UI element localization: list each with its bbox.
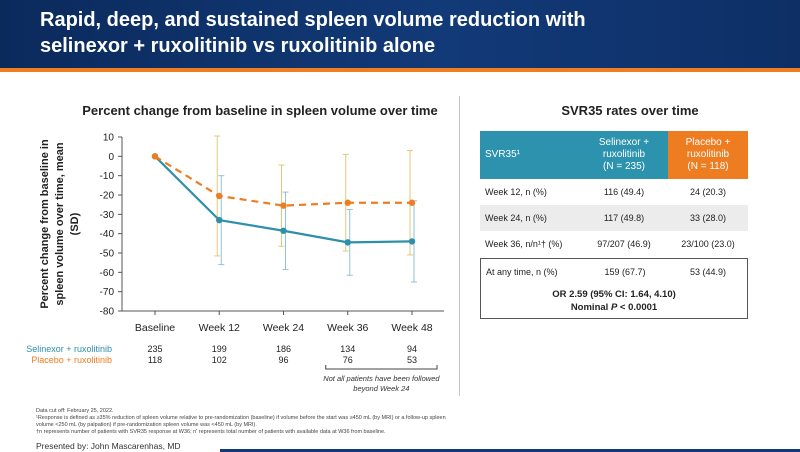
annotation-bracket: [325, 365, 438, 370]
bottom-accent-bar: [220, 449, 800, 452]
table-row-week12: Week 12, n (%) 116 (49.4) 24 (20.3): [480, 179, 748, 205]
footnote-response-definition: ¹Response is defined as ≥35% reduction o…: [36, 415, 446, 421]
row-label: Week 36, n/n¹† (%): [485, 239, 563, 249]
slide-title-line-2: selinexor + ruxolitinib vs ruxolitinib a…: [40, 35, 436, 57]
table-header-selinexor: Selinexor + ruxolitinib (N = 235): [580, 131, 668, 179]
table-header-svr35: SVR35¹: [480, 131, 580, 179]
y-tick-label: -50: [100, 249, 115, 260]
data-point: [216, 216, 223, 224]
odds-ratio-text: OR 2.59 (95% CI: 1.64, 4.10): [552, 289, 676, 300]
row-value-selinexor: 116 (49.4): [603, 187, 645, 197]
table-row-week24: Week 24, n (%) 117 (49.8) 33 (28.0): [480, 205, 748, 231]
row-value-selinexor: 117 (49.8): [603, 213, 645, 223]
data-point: [280, 227, 287, 234]
n-at-risk-value: 96: [278, 355, 288, 365]
n-row-label: Selinexor + ruxolitinib: [26, 344, 112, 354]
header-selinexor-line3: (N = 235): [603, 161, 645, 172]
n-at-risk-value: 186: [276, 344, 291, 354]
n-at-risk-value: 199: [212, 344, 227, 354]
row-value-placebo: 23/100 (23.0): [681, 239, 735, 249]
x-tick-label: Week 36: [327, 322, 368, 334]
row-value-placebo: 24 (20.3): [689, 187, 727, 197]
y-tick-label: -30: [100, 210, 115, 221]
data-point: [344, 199, 351, 206]
header-placebo-line3: (N = 118): [687, 161, 729, 172]
x-tick-label: Baseline: [135, 322, 175, 334]
row-value-placebo: 53 (44.9): [689, 267, 727, 277]
p-value-prefix: Nominal: [570, 302, 611, 313]
header-selinexor-line2: ruxolitinib: [602, 149, 646, 160]
footnote-response-definition-cont: volume <250 mL (by palpation) if pre-ran…: [36, 422, 257, 428]
series-line-placebo: [154, 155, 412, 207]
n-row-label: Placebo + ruxolitinib: [31, 355, 112, 365]
header-svr35-label: SVR35¹: [485, 149, 521, 160]
data-point: [280, 202, 287, 209]
spleen-volume-chart: 10 0 -10 -20 -30 -40 -50 -60 -70 -80 Baseline Week …: [26, 133, 444, 393]
row-value-placebo: 33 (28.0): [689, 213, 727, 223]
footnote-data-cutoff: Data cut off: February 25, 2022.: [36, 408, 114, 414]
panel-divider: [459, 96, 460, 396]
x-tick-label: Week 48: [391, 322, 432, 334]
n-at-risk-value: 235: [147, 344, 162, 354]
row-label: Week 12, n (%): [485, 187, 547, 197]
x-tick-label: Week 24: [263, 322, 304, 334]
data-point: [344, 239, 351, 246]
n-at-risk-value: 134: [340, 344, 355, 354]
svr-table-title: SVR35 rates over time: [561, 103, 699, 118]
row-value-selinexor: 159 (67.7): [604, 267, 646, 277]
title-banner: Rapid, deep, and sustained spleen volume…: [0, 0, 800, 68]
slide-title-line-1: Rapid, deep, and sustained spleen volume…: [40, 9, 586, 31]
header-selinexor-line1: Selinexor +: [598, 137, 650, 148]
table-header-placebo: Placebo + ruxolitinib (N = 118): [668, 131, 748, 179]
y-tick-label: -80: [100, 307, 115, 318]
any-time-box: At any time, n (%) 159 (67.7) 53 (44.9): [480, 258, 748, 319]
y-tick-label: 0: [108, 152, 114, 163]
table-row-any-time: At any time, n (%) 159 (67.7) 53 (44.9): [481, 259, 747, 285]
data-point: [216, 192, 223, 200]
n-at-risk-value: 53: [407, 355, 417, 365]
n-at-risk-value: 102: [212, 355, 227, 365]
y-tick-label: -40: [100, 229, 115, 240]
n-at-risk-value: 118: [148, 355, 162, 365]
table-row-week36: Week 36, n/n¹† (%) 97/207 (46.9) 23/100 …: [480, 231, 748, 257]
p-value-text: Nominal P < 0.0001: [480, 302, 748, 313]
y-tick-label: 10: [103, 133, 115, 144]
footnote-n-definition: †n represents number of patients with SV…: [36, 429, 386, 435]
row-label: At any time, n (%): [486, 267, 558, 277]
y-axis-label: (SD): [69, 212, 81, 235]
n-at-risk-value: 76: [343, 355, 353, 365]
data-point: [408, 238, 416, 245]
header-placebo-line2: ruxolitinib: [686, 149, 730, 160]
header-placebo-line1: Placebo +: [685, 137, 731, 148]
data-point: [408, 199, 416, 206]
n-at-risk-value: 94: [407, 344, 417, 354]
row-label: Week 24, n (%): [485, 213, 547, 223]
presenter-credit: Presented by: John Mascarenhas, MD: [36, 441, 181, 451]
y-tick-label: -70: [100, 287, 115, 298]
chart-title: Percent change from baseline in spleen v…: [82, 103, 438, 118]
data-point: [151, 153, 159, 160]
y-tick-label: -60: [100, 268, 115, 279]
y-tick-label: -10: [100, 171, 115, 182]
annotation-text: Not all patients have been followed: [323, 374, 440, 383]
y-axis-label: spleen volume over time, mean: [54, 142, 66, 306]
annotation-text: beyond Week 24: [353, 384, 409, 393]
x-tick-label: Week 12: [199, 322, 240, 334]
y-axis-label: Percent change from baseline in: [39, 139, 51, 309]
orange-accent-stripe: [0, 68, 800, 72]
p-value-symbol: P: [610, 302, 618, 313]
y-tick-label: -20: [100, 191, 115, 202]
p-value-suffix: < 0.0001: [617, 302, 658, 313]
row-value-selinexor: 97/207 (46.9): [597, 239, 651, 249]
